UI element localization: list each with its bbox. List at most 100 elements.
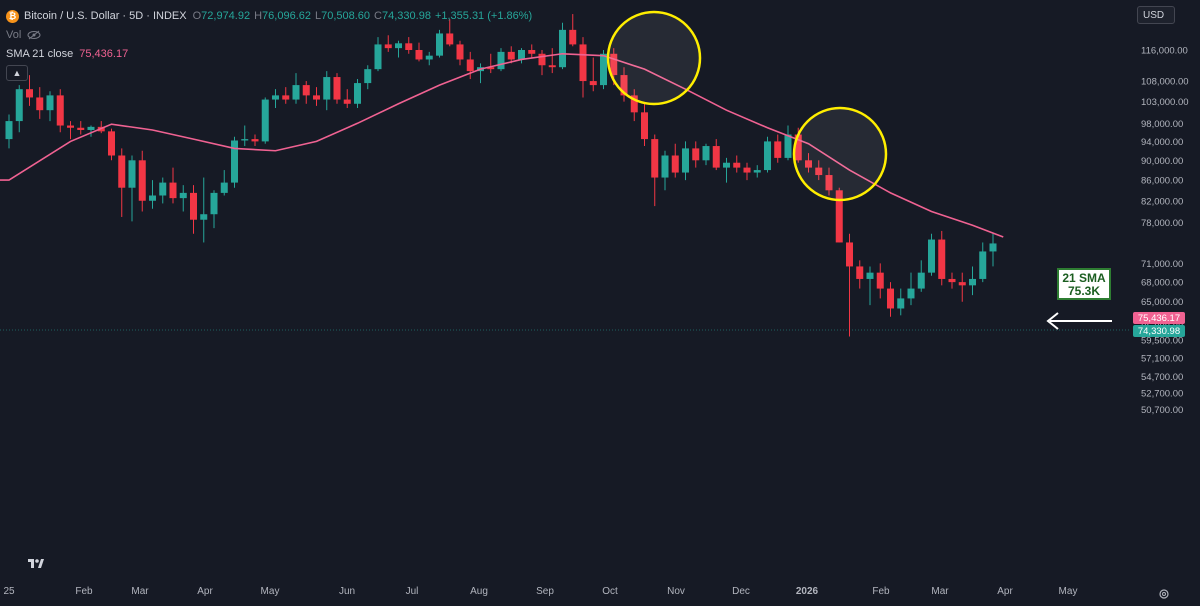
candle[interactable] [118, 148, 126, 217]
candle[interactable] [630, 89, 638, 122]
candle[interactable] [251, 134, 259, 147]
candle[interactable] [313, 87, 320, 106]
candle[interactable] [979, 242, 987, 283]
candle[interactable] [364, 65, 372, 90]
candle[interactable] [261, 97, 269, 144]
candle[interactable] [856, 260, 864, 289]
candle[interactable] [764, 136, 771, 173]
candle[interactable] [36, 87, 44, 119]
candle[interactable] [108, 128, 115, 161]
candle[interactable] [538, 50, 546, 76]
candle[interactable] [907, 272, 915, 306]
candle[interactable] [600, 50, 607, 90]
candle[interactable] [354, 79, 361, 109]
candle[interactable] [323, 71, 331, 111]
candle[interactable] [784, 125, 792, 161]
candle[interactable] [374, 37, 382, 72]
candle[interactable] [5, 114, 13, 149]
candle[interactable] [548, 48, 556, 74]
candle[interactable] [405, 37, 413, 54]
candle[interactable] [26, 75, 33, 106]
candle[interactable] [56, 89, 64, 133]
candle[interactable] [846, 233, 853, 337]
candle[interactable] [876, 263, 884, 299]
eye-off-icon[interactable] [27, 30, 41, 40]
candle[interactable] [302, 81, 310, 104]
candle[interactable] [743, 162, 751, 181]
candle[interactable] [989, 233, 997, 267]
candle[interactable] [384, 35, 392, 52]
candle[interactable] [753, 165, 761, 178]
candle[interactable] [518, 48, 525, 64]
candle[interactable] [661, 150, 669, 191]
candle[interactable] [928, 233, 935, 276]
candle[interactable] [620, 67, 628, 102]
candle[interactable] [190, 185, 197, 234]
candle[interactable] [682, 141, 689, 181]
candle[interactable] [692, 141, 700, 168]
candle[interactable] [220, 170, 228, 196]
candle[interactable] [887, 282, 894, 317]
candle[interactable] [456, 40, 464, 66]
candle[interactable] [958, 272, 966, 302]
candle[interactable] [77, 121, 85, 135]
candle[interactable] [15, 85, 23, 133]
candle[interactable] [67, 121, 74, 140]
candle[interactable] [292, 73, 300, 104]
candle[interactable] [241, 125, 249, 147]
candle[interactable] [815, 160, 823, 181]
candle[interactable] [671, 143, 679, 178]
candle[interactable] [805, 153, 812, 173]
currency-selector[interactable]: USD [1137, 6, 1175, 24]
candle[interactable] [487, 53, 495, 74]
tradingview-logo[interactable] [28, 557, 44, 569]
candle[interactable] [569, 14, 577, 47]
candle[interactable] [343, 89, 351, 109]
candle[interactable] [948, 272, 956, 289]
candle[interactable] [210, 190, 218, 229]
candle[interactable] [589, 57, 597, 92]
candle[interactable] [415, 42, 423, 62]
candle[interactable] [702, 143, 710, 166]
vol-label[interactable]: Vol [6, 29, 22, 41]
candle[interactable] [969, 266, 976, 296]
candle[interactable] [446, 19, 454, 47]
candle[interactable] [333, 73, 341, 104]
candle[interactable] [159, 177, 167, 204]
candle[interactable] [712, 139, 720, 171]
candle[interactable] [128, 155, 136, 222]
candle[interactable] [395, 40, 402, 58]
candle[interactable] [917, 260, 925, 292]
candle[interactable] [282, 87, 290, 104]
candle[interactable] [723, 157, 730, 183]
candle[interactable] [169, 167, 177, 204]
candle[interactable] [87, 125, 95, 137]
candle[interactable] [825, 167, 833, 196]
candle[interactable] [272, 89, 279, 109]
symbol-title[interactable]: Bitcoin / U.S. Dollar · 5D · INDEX [24, 10, 187, 22]
candle[interactable] [149, 180, 156, 209]
candle[interactable] [579, 37, 587, 98]
candle[interactable] [46, 91, 54, 122]
chevron-up-icon[interactable]: ▲ [6, 65, 28, 81]
candle[interactable] [425, 51, 433, 66]
sma-label[interactable]: SMA 21 close [6, 48, 74, 60]
candle[interactable] [179, 185, 187, 212]
candle[interactable] [641, 103, 648, 147]
candle[interactable] [651, 134, 659, 207]
candle[interactable] [507, 46, 515, 64]
candle[interactable] [436, 29, 443, 58]
candle[interactable] [897, 288, 905, 316]
candle[interactable] [231, 136, 238, 188]
candle[interactable] [200, 177, 208, 243]
candle[interactable] [528, 44, 536, 58]
candle[interactable] [774, 134, 782, 163]
candle[interactable] [559, 22, 566, 70]
candle[interactable] [733, 155, 741, 173]
candle[interactable] [938, 230, 946, 286]
candle[interactable] [835, 187, 843, 243]
gear-icon[interactable] [1158, 588, 1170, 600]
candle[interactable] [866, 266, 874, 306]
candle[interactable] [138, 150, 146, 212]
